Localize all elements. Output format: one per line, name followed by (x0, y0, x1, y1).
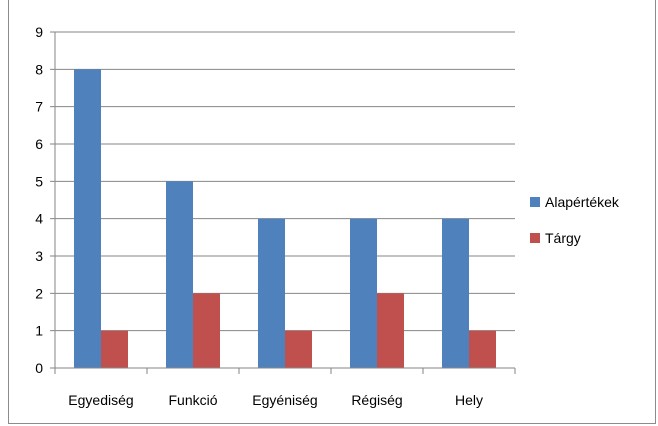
x-category-label: Hely (455, 392, 483, 408)
y-tick-labels: 0 1 2 3 4 5 6 7 8 9 (35, 24, 43, 376)
bar-Alapértékek-Egyediség (74, 69, 101, 368)
bar-Alapértékek-Egyéniség (258, 218, 285, 368)
bar-Tárgy-Egyéniség (285, 330, 312, 368)
bars (74, 69, 496, 368)
y-tick-label: 0 (35, 360, 43, 376)
legend: Alapértékek Tárgy (530, 194, 620, 246)
x-category-labels: Egyediség Funkció Egyéniség Régiség Hely (68, 392, 483, 408)
y-tick-label: 9 (35, 24, 43, 40)
bar-Tárgy-Régiség (377, 293, 404, 368)
x-category-label: Egyéniség (252, 392, 317, 408)
x-category-label: Egyediség (68, 392, 133, 408)
legend-swatch (530, 197, 540, 207)
y-tick-label: 2 (35, 285, 43, 301)
x-category-label: Funkció (168, 392, 217, 408)
y-tick-label: 5 (35, 173, 43, 189)
bar-Tárgy-Egyediség (101, 330, 128, 368)
bar-Alapértékek-Régiség (350, 218, 377, 368)
bar-Alapértékek-Hely (442, 218, 469, 368)
axes (50, 31, 516, 374)
y-tick-label: 6 (35, 136, 43, 152)
y-tick-label: 1 (35, 323, 43, 339)
y-tick-label: 3 (35, 248, 43, 264)
legend-label: Tárgy (545, 230, 581, 246)
y-tick-label: 4 (35, 211, 43, 227)
legend-label: Alapértékek (545, 194, 620, 210)
y-tick-label: 7 (35, 99, 43, 115)
bar-Alapértékek-Funkció (166, 181, 193, 368)
bar-Tárgy-Hely (469, 330, 496, 368)
y-tick-label: 8 (35, 61, 43, 77)
x-category-label: Régiség (351, 392, 402, 408)
bar-Tárgy-Funkció (193, 293, 220, 368)
legend-swatch (530, 233, 540, 243)
